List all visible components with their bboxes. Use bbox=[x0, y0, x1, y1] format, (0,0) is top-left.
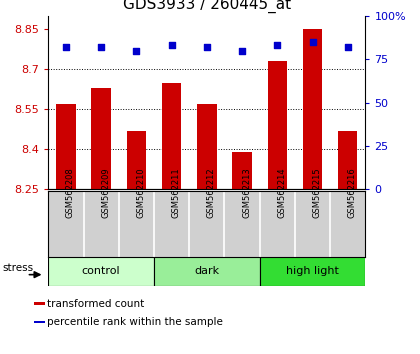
Bar bbox=[92, 88, 111, 189]
Point bbox=[274, 42, 281, 48]
Text: stress: stress bbox=[3, 263, 34, 273]
Bar bbox=[154, 257, 260, 286]
Point bbox=[98, 44, 105, 50]
Bar bbox=[162, 82, 181, 189]
Bar bbox=[48, 257, 154, 286]
Bar bbox=[268, 61, 287, 189]
Bar bbox=[303, 29, 322, 189]
Point bbox=[63, 44, 69, 50]
Title: GDS3933 / 260445_at: GDS3933 / 260445_at bbox=[123, 0, 291, 13]
Text: GSM562208: GSM562208 bbox=[66, 168, 75, 218]
Bar bbox=[338, 131, 357, 189]
Bar bbox=[232, 152, 252, 189]
Bar bbox=[34, 302, 45, 305]
Text: GSM562212: GSM562212 bbox=[207, 168, 216, 218]
Point bbox=[309, 39, 316, 45]
Bar bbox=[127, 131, 146, 189]
Text: GSM562214: GSM562214 bbox=[277, 168, 286, 218]
Text: GSM562213: GSM562213 bbox=[242, 168, 251, 218]
Text: high light: high light bbox=[286, 266, 339, 276]
Text: percentile rank within the sample: percentile rank within the sample bbox=[47, 317, 223, 327]
Point bbox=[239, 48, 245, 53]
Point bbox=[133, 48, 140, 53]
Text: GSM562211: GSM562211 bbox=[172, 168, 181, 218]
Text: transformed count: transformed count bbox=[47, 299, 144, 309]
Bar bbox=[56, 104, 76, 189]
Text: GSM562216: GSM562216 bbox=[348, 168, 357, 218]
Text: GSM562209: GSM562209 bbox=[101, 168, 110, 218]
Point bbox=[344, 44, 351, 50]
Bar bbox=[34, 321, 45, 324]
Point bbox=[203, 44, 210, 50]
Bar bbox=[197, 104, 217, 189]
Text: GSM562210: GSM562210 bbox=[136, 168, 145, 218]
Text: control: control bbox=[82, 266, 121, 276]
Point bbox=[168, 42, 175, 48]
Text: GSM562215: GSM562215 bbox=[312, 168, 322, 218]
Bar bbox=[260, 257, 365, 286]
Text: dark: dark bbox=[194, 266, 219, 276]
